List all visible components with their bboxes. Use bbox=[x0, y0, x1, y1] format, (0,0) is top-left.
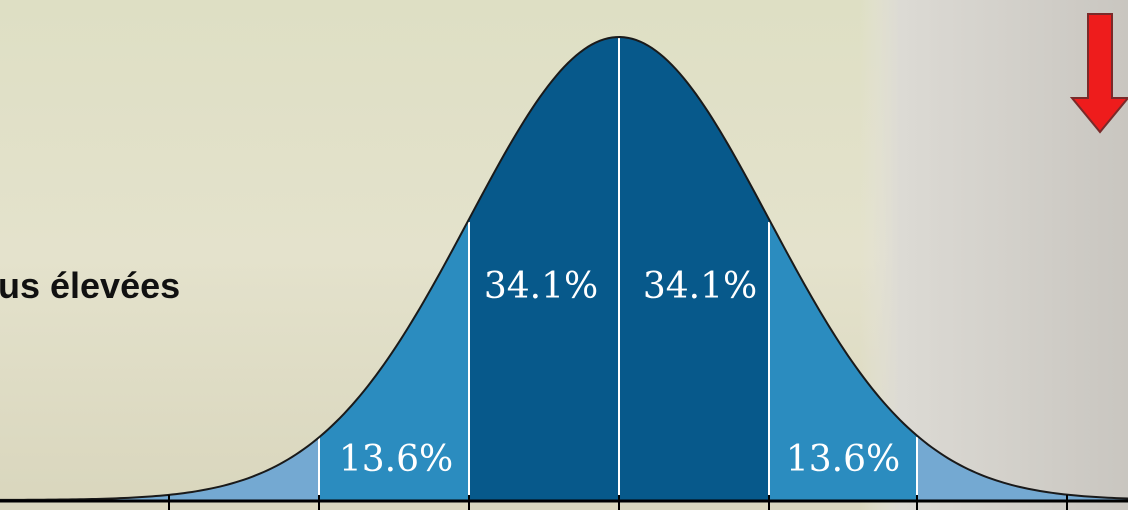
slide-text: us élevées bbox=[0, 265, 180, 306]
dividers bbox=[318, 37, 918, 500]
percent-label: 13.6% bbox=[339, 439, 453, 480]
percent-label: 13.6% bbox=[786, 439, 900, 480]
red-arrow bbox=[1069, 13, 1128, 134]
percent-label: 34.1% bbox=[643, 266, 757, 307]
ticks bbox=[168, 495, 1068, 510]
percent-label: 34.1% bbox=[484, 266, 598, 307]
bell-curve bbox=[0, 36, 1128, 501]
